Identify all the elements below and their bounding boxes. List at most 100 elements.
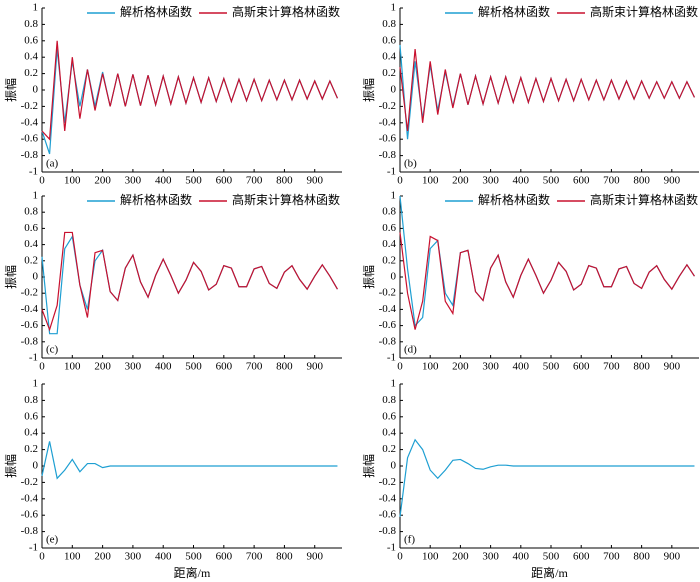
- x-tick-label: 500: [543, 175, 560, 187]
- y-tick-label: 0.2: [382, 254, 396, 266]
- series-line: [41, 40, 338, 141]
- x-tick-label: 300: [125, 361, 142, 373]
- y-tick-label: -0.8: [21, 525, 39, 537]
- y-tick-label: 1: [391, 378, 397, 390]
- y-tick-label: 0: [33, 84, 39, 96]
- y-tick-label: -0.6: [379, 133, 397, 145]
- y-tick-label: -0.8: [379, 335, 397, 347]
- y-tick-label: -0.2: [21, 287, 38, 299]
- y-tick-label: -1: [387, 352, 396, 364]
- x-tick-label: 400: [513, 175, 530, 187]
- x-tick-label: 100: [64, 551, 81, 563]
- x-tick-label: 800: [633, 551, 650, 563]
- x-tick-label: 100: [422, 551, 439, 563]
- y-tick-label: 0: [391, 271, 397, 283]
- x-tick-label: 700: [603, 361, 620, 373]
- x-tick-label: 600: [573, 551, 590, 563]
- x-tick-label: 300: [125, 551, 142, 563]
- y-tick-label: 1: [391, 2, 397, 14]
- y-tick-label: 0: [391, 84, 397, 96]
- y-tick-label: -0.4: [21, 492, 39, 504]
- y-tick-label: 1: [391, 190, 397, 202]
- series-line: [41, 441, 338, 480]
- y-tick-label: -0.6: [21, 319, 39, 331]
- legend-label: 解析格林函数: [120, 4, 192, 19]
- x-tick-label: 700: [603, 551, 620, 563]
- x-tick-label: 800: [276, 361, 293, 373]
- y-tick-label: 0.4: [382, 51, 396, 63]
- x-tick-label: 100: [422, 175, 439, 187]
- x-tick-label: 0: [397, 175, 403, 187]
- x-tick-label: 800: [633, 361, 650, 373]
- y-axis-label: 振幅: [3, 78, 18, 102]
- y-tick-label: 0.8: [382, 18, 396, 30]
- x-tick-label: 100: [64, 175, 81, 187]
- y-tick-label: 1: [33, 2, 39, 14]
- y-tick-label: -0.8: [21, 335, 39, 347]
- x-tick-label: 700: [246, 551, 263, 563]
- x-tick-label: 0: [39, 175, 45, 187]
- y-tick-label: -0.4: [379, 303, 397, 315]
- x-tick-label: 500: [185, 175, 202, 187]
- x-tick-label: 700: [246, 175, 263, 187]
- x-tick-label: 700: [603, 175, 620, 187]
- x-tick-label: 600: [573, 361, 590, 373]
- x-tick-label: 400: [155, 551, 172, 563]
- series-line: [41, 234, 338, 335]
- series-line: [399, 195, 695, 327]
- x-tick-label: 300: [482, 551, 499, 563]
- x-tick-label: 300: [125, 175, 142, 187]
- x-tick-label: 200: [452, 551, 469, 563]
- panel-label: (f): [404, 534, 415, 546]
- legend-label: 高斯束计算格林函数: [590, 4, 698, 19]
- legend-label: 解析格林函数: [478, 4, 550, 19]
- y-tick-label: -0.6: [379, 509, 397, 521]
- y-tick-label: 0.6: [382, 34, 396, 46]
- y-tick-label: -0.6: [21, 133, 39, 145]
- y-tick-label: 0.4: [24, 427, 38, 439]
- y-tick-label: -0.8: [21, 149, 39, 161]
- x-tick-label: 800: [276, 175, 293, 187]
- x-tick-label: 400: [513, 551, 530, 563]
- y-tick-label: -0.4: [379, 492, 397, 504]
- x-tick-label: 0: [39, 361, 45, 373]
- x-tick-label: 900: [306, 551, 323, 563]
- x-tick-label: 200: [94, 551, 111, 563]
- x-tick-label: 200: [94, 175, 111, 187]
- x-tick-label: 0: [397, 361, 403, 373]
- y-tick-label: 0.4: [24, 51, 38, 63]
- series-line: [399, 48, 696, 132]
- x-tick-label: 900: [306, 361, 323, 373]
- y-tick-label: 0: [391, 460, 397, 472]
- y-tick-label: 0.2: [24, 254, 38, 266]
- y-tick-label: -1: [29, 542, 38, 554]
- y-axis-label: 振幅: [3, 454, 18, 478]
- y-tick-label: 0.2: [382, 67, 396, 79]
- x-tick-label: 900: [306, 175, 323, 187]
- y-tick-label: 1: [33, 190, 39, 202]
- x-axis-label: 距离/m: [174, 565, 211, 580]
- y-tick-label: -1: [29, 352, 38, 364]
- x-tick-label: 400: [513, 361, 530, 373]
- y-tick-label: 0.2: [24, 443, 38, 455]
- y-tick-label: 0.8: [24, 18, 38, 30]
- y-tick-label: -1: [29, 166, 38, 178]
- x-tick-label: 600: [216, 551, 233, 563]
- x-tick-label: 800: [633, 175, 650, 187]
- y-tick-label: -0.2: [379, 100, 396, 112]
- x-tick-label: 0: [397, 551, 403, 563]
- x-axis-label: 距离/m: [531, 565, 568, 580]
- y-tick-label: 0.8: [382, 394, 396, 406]
- x-tick-label: 900: [664, 361, 681, 373]
- y-tick-label: 0.4: [382, 427, 396, 439]
- series-line: [399, 232, 695, 330]
- x-tick-label: 700: [246, 361, 263, 373]
- x-tick-label: 500: [543, 361, 560, 373]
- y-tick-label: -0.2: [21, 100, 38, 112]
- y-tick-label: 0: [33, 271, 39, 283]
- x-tick-label: 200: [94, 361, 111, 373]
- series-line: [399, 438, 695, 517]
- y-tick-label: 0.2: [24, 67, 38, 79]
- legend-label: 高斯束计算格林函数: [232, 192, 340, 207]
- y-tick-label: -0.2: [21, 476, 38, 488]
